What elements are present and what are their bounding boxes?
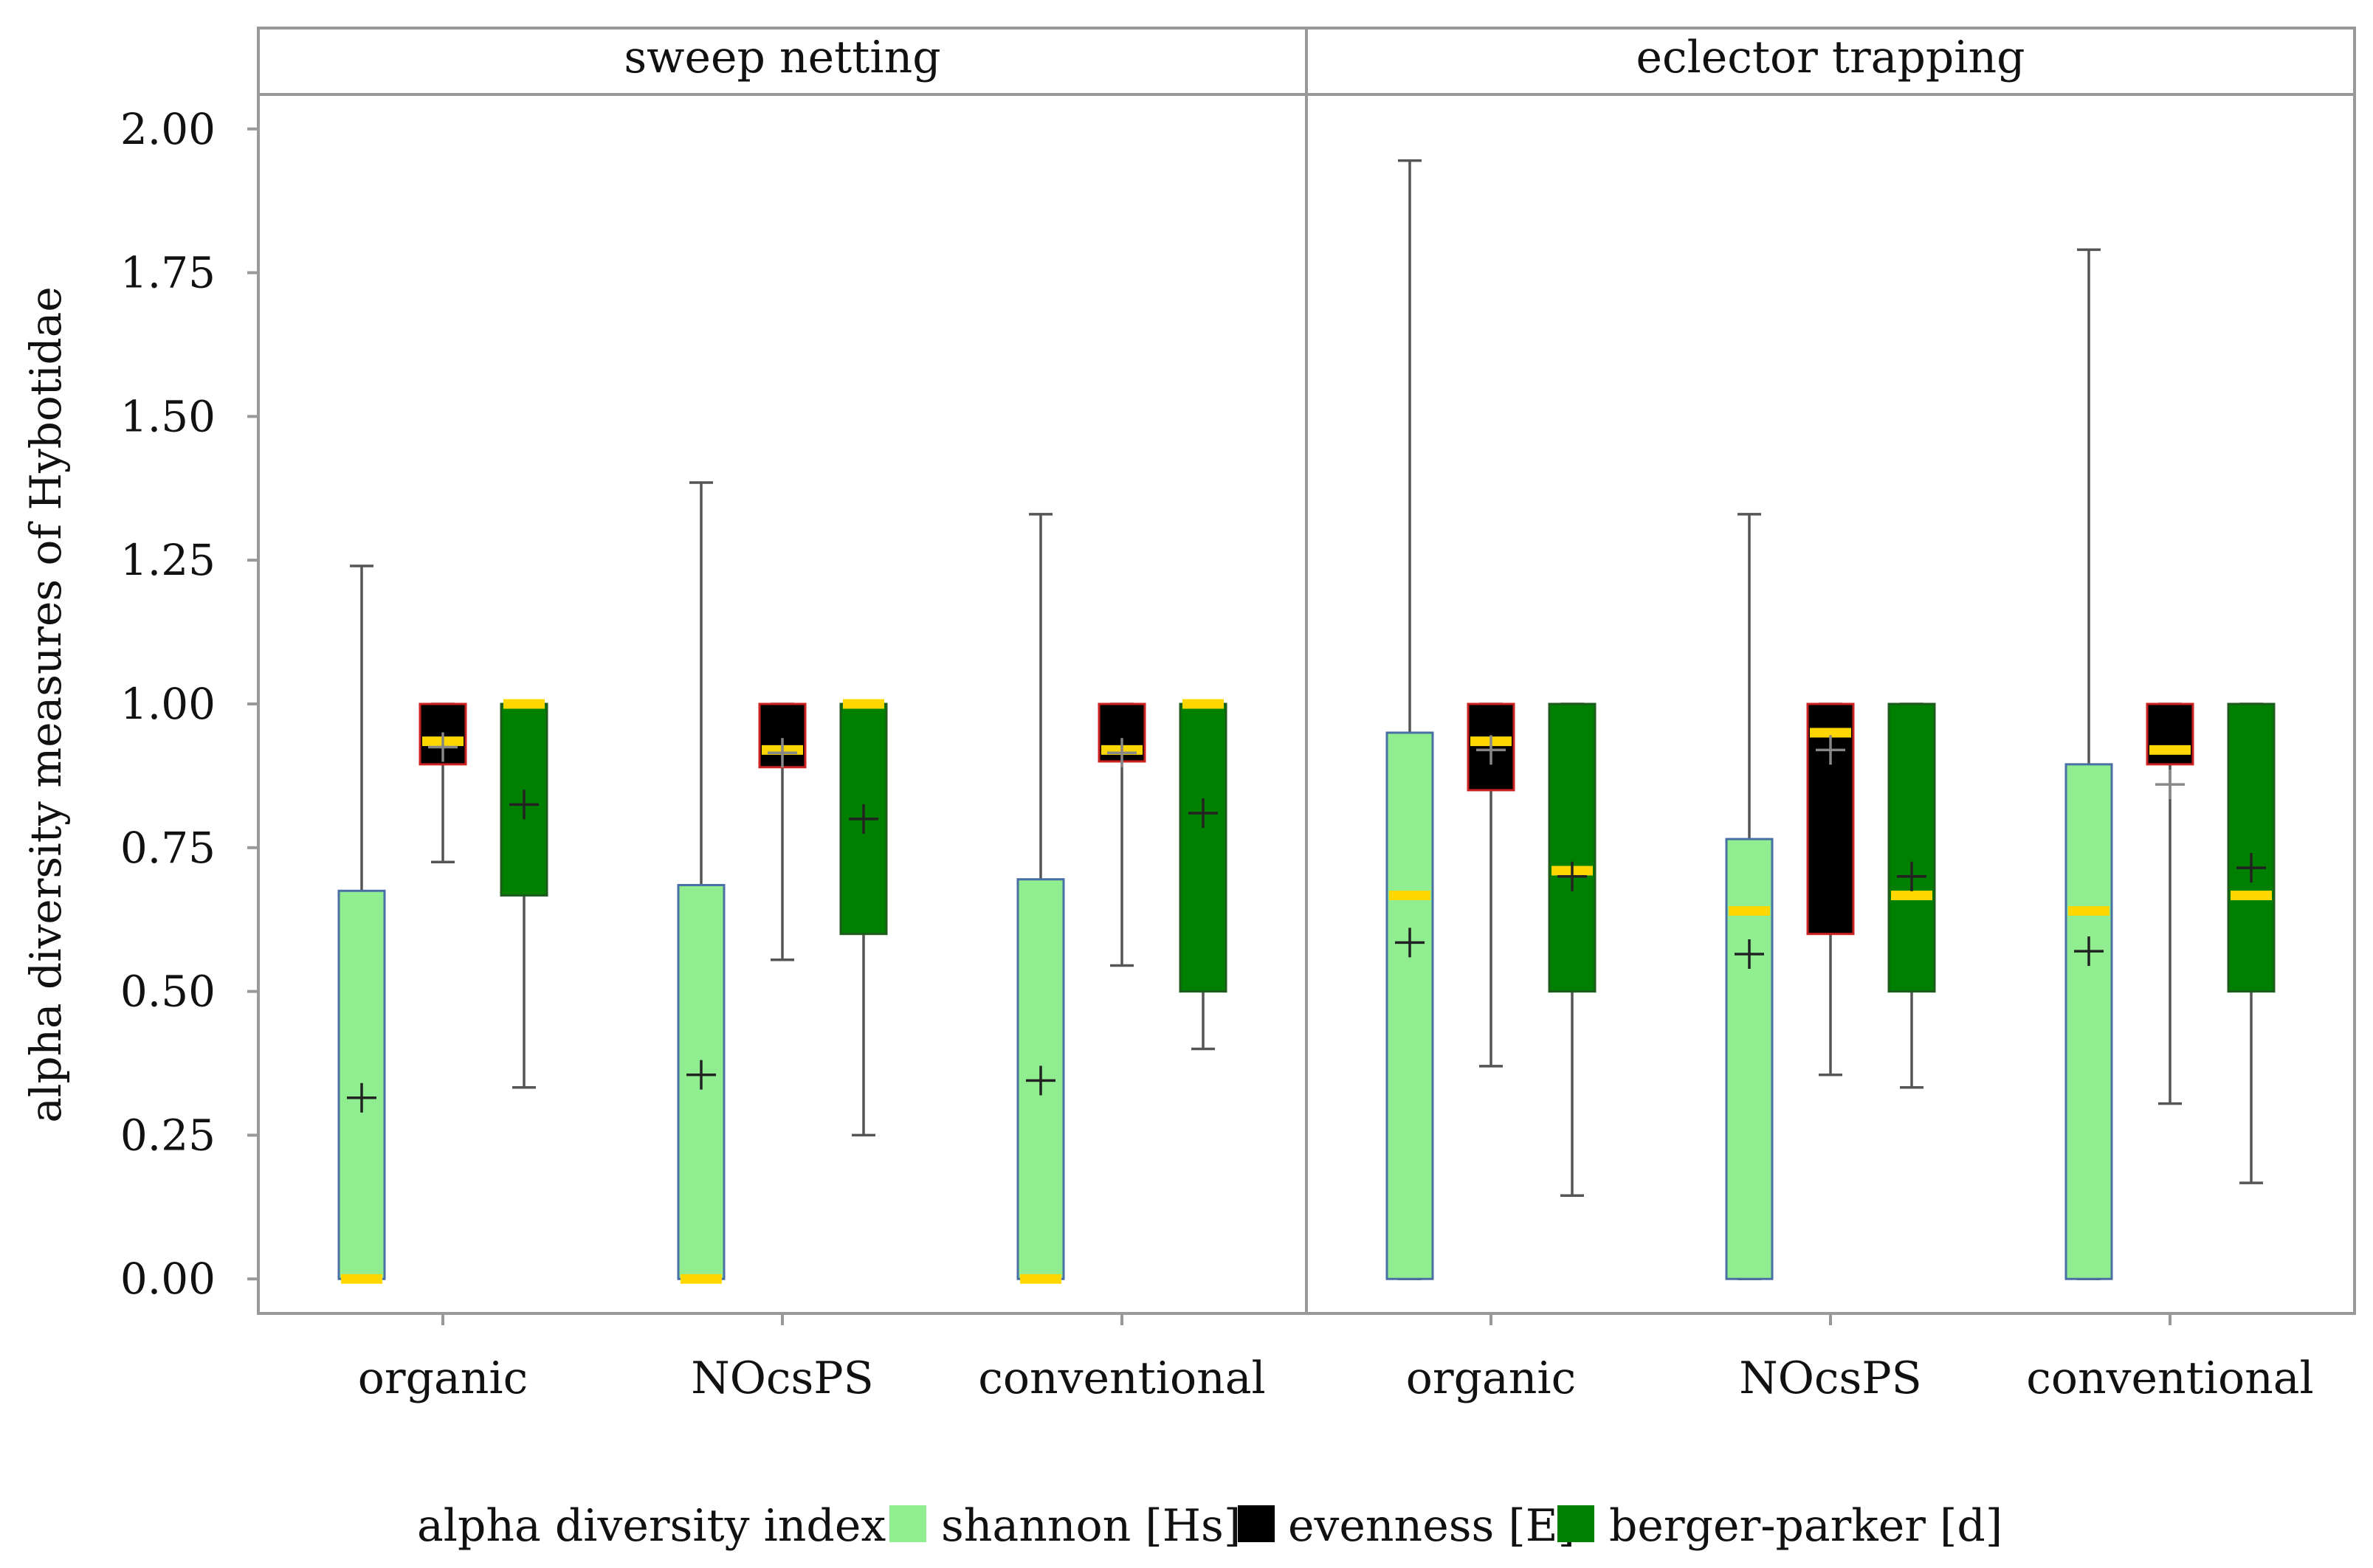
mean-marker bbox=[1557, 861, 1587, 891]
legend-label-shannon: shannon [Hs] bbox=[941, 1500, 1241, 1552]
y-tick-label: 1.50 bbox=[120, 391, 216, 441]
legend-swatch-berger-parker bbox=[1557, 1505, 1594, 1542]
y-tick-label: 1.25 bbox=[120, 535, 216, 585]
x-category-label: organic bbox=[358, 1353, 528, 1404]
mean-marker bbox=[2236, 853, 2266, 883]
panel-title-eclector-trapping: eclector trapping bbox=[1636, 32, 2025, 83]
box-evenness bbox=[758, 702, 807, 961]
legend-swatch-evenness bbox=[1238, 1505, 1275, 1542]
box-evenness bbox=[1467, 702, 1515, 1068]
box-shannon bbox=[677, 481, 726, 1284]
mean-marker bbox=[686, 1060, 716, 1090]
box-body bbox=[1179, 702, 1227, 993]
panel-title-sweep-netting: sweep netting bbox=[624, 32, 940, 83]
y-axis-label: alpha diversity measures of Hybotidae bbox=[21, 286, 71, 1122]
y-tick-label: 0.00 bbox=[120, 1254, 216, 1304]
mean-marker bbox=[1735, 939, 1764, 969]
y-tick-label: 0.75 bbox=[120, 823, 216, 873]
box-shannon bbox=[1385, 159, 1434, 1280]
box-layer bbox=[337, 159, 2276, 1284]
mean-marker bbox=[1188, 798, 1218, 829]
legend-swatch-shannon bbox=[889, 1505, 926, 1542]
x-category-label: NOcsPS bbox=[1739, 1353, 1922, 1404]
box-body bbox=[1548, 702, 1597, 993]
y-tick-label: 2.00 bbox=[120, 104, 216, 154]
mean-marker bbox=[1816, 735, 1845, 765]
y-axis-ticks: 0.00 0.25 0.50 0.75 1.00 1.25 1.50 1.75 2.00 bbox=[120, 104, 258, 1304]
legend: alpha diversity index shannon [Hs] evenn… bbox=[417, 1500, 2002, 1552]
y-tick-label: 0.50 bbox=[120, 967, 216, 1017]
box-berger bbox=[1179, 699, 1227, 1051]
box-body bbox=[2146, 702, 2194, 766]
box-body bbox=[2227, 702, 2276, 993]
mean-marker bbox=[509, 790, 539, 820]
mean-marker bbox=[849, 804, 878, 834]
box-evenness bbox=[1806, 702, 1855, 1077]
mean-marker bbox=[1395, 928, 1425, 958]
box-berger bbox=[1887, 702, 1936, 1089]
box-berger bbox=[2227, 702, 2276, 1184]
y-tick-label: 1.00 bbox=[120, 679, 216, 729]
box-evenness bbox=[2146, 702, 2194, 1105]
mean-marker bbox=[1476, 735, 1506, 765]
mean-marker bbox=[1026, 1066, 1055, 1096]
x-category-label: NOcsPS bbox=[691, 1353, 874, 1404]
box-evenness bbox=[419, 702, 467, 864]
box-body bbox=[1887, 702, 1936, 993]
x-category-label: conventional bbox=[2026, 1353, 2313, 1404]
box-shannon bbox=[2064, 248, 2113, 1280]
y-tick-label: 1.75 bbox=[120, 248, 216, 298]
box-shannon bbox=[1016, 513, 1065, 1284]
box-body bbox=[2064, 763, 2113, 1280]
box-shannon bbox=[1725, 513, 1774, 1280]
mean-marker bbox=[2155, 770, 2185, 800]
mean-marker bbox=[2074, 936, 2104, 967]
box-body bbox=[1725, 837, 1774, 1280]
x-axis-categories: organic NOcsPS conventional organic NOcsPS co… bbox=[358, 1313, 2314, 1404]
box-berger bbox=[839, 699, 888, 1137]
mean-marker bbox=[1897, 861, 1926, 891]
box-body bbox=[1385, 731, 1434, 1280]
mean-marker bbox=[428, 732, 458, 762]
box-berger bbox=[500, 699, 548, 1089]
y-tick-label: 0.25 bbox=[120, 1110, 216, 1160]
box-shannon bbox=[337, 564, 386, 1284]
mean-marker bbox=[1107, 738, 1137, 768]
mean-marker bbox=[347, 1082, 376, 1113]
box-berger bbox=[1548, 702, 1597, 1198]
legend-label-berger-parker: berger-parker [d] bbox=[1609, 1500, 2002, 1552]
x-category-label: conventional bbox=[978, 1353, 1265, 1404]
box-evenness bbox=[1098, 702, 1146, 967]
x-category-label: organic bbox=[1406, 1353, 1576, 1404]
mean-marker bbox=[768, 738, 797, 768]
strip-header-right bbox=[1305, 27, 2356, 96]
legend-title: alpha diversity index bbox=[417, 1500, 886, 1552]
legend-label-evenness: evenness [E] bbox=[1288, 1500, 1575, 1552]
